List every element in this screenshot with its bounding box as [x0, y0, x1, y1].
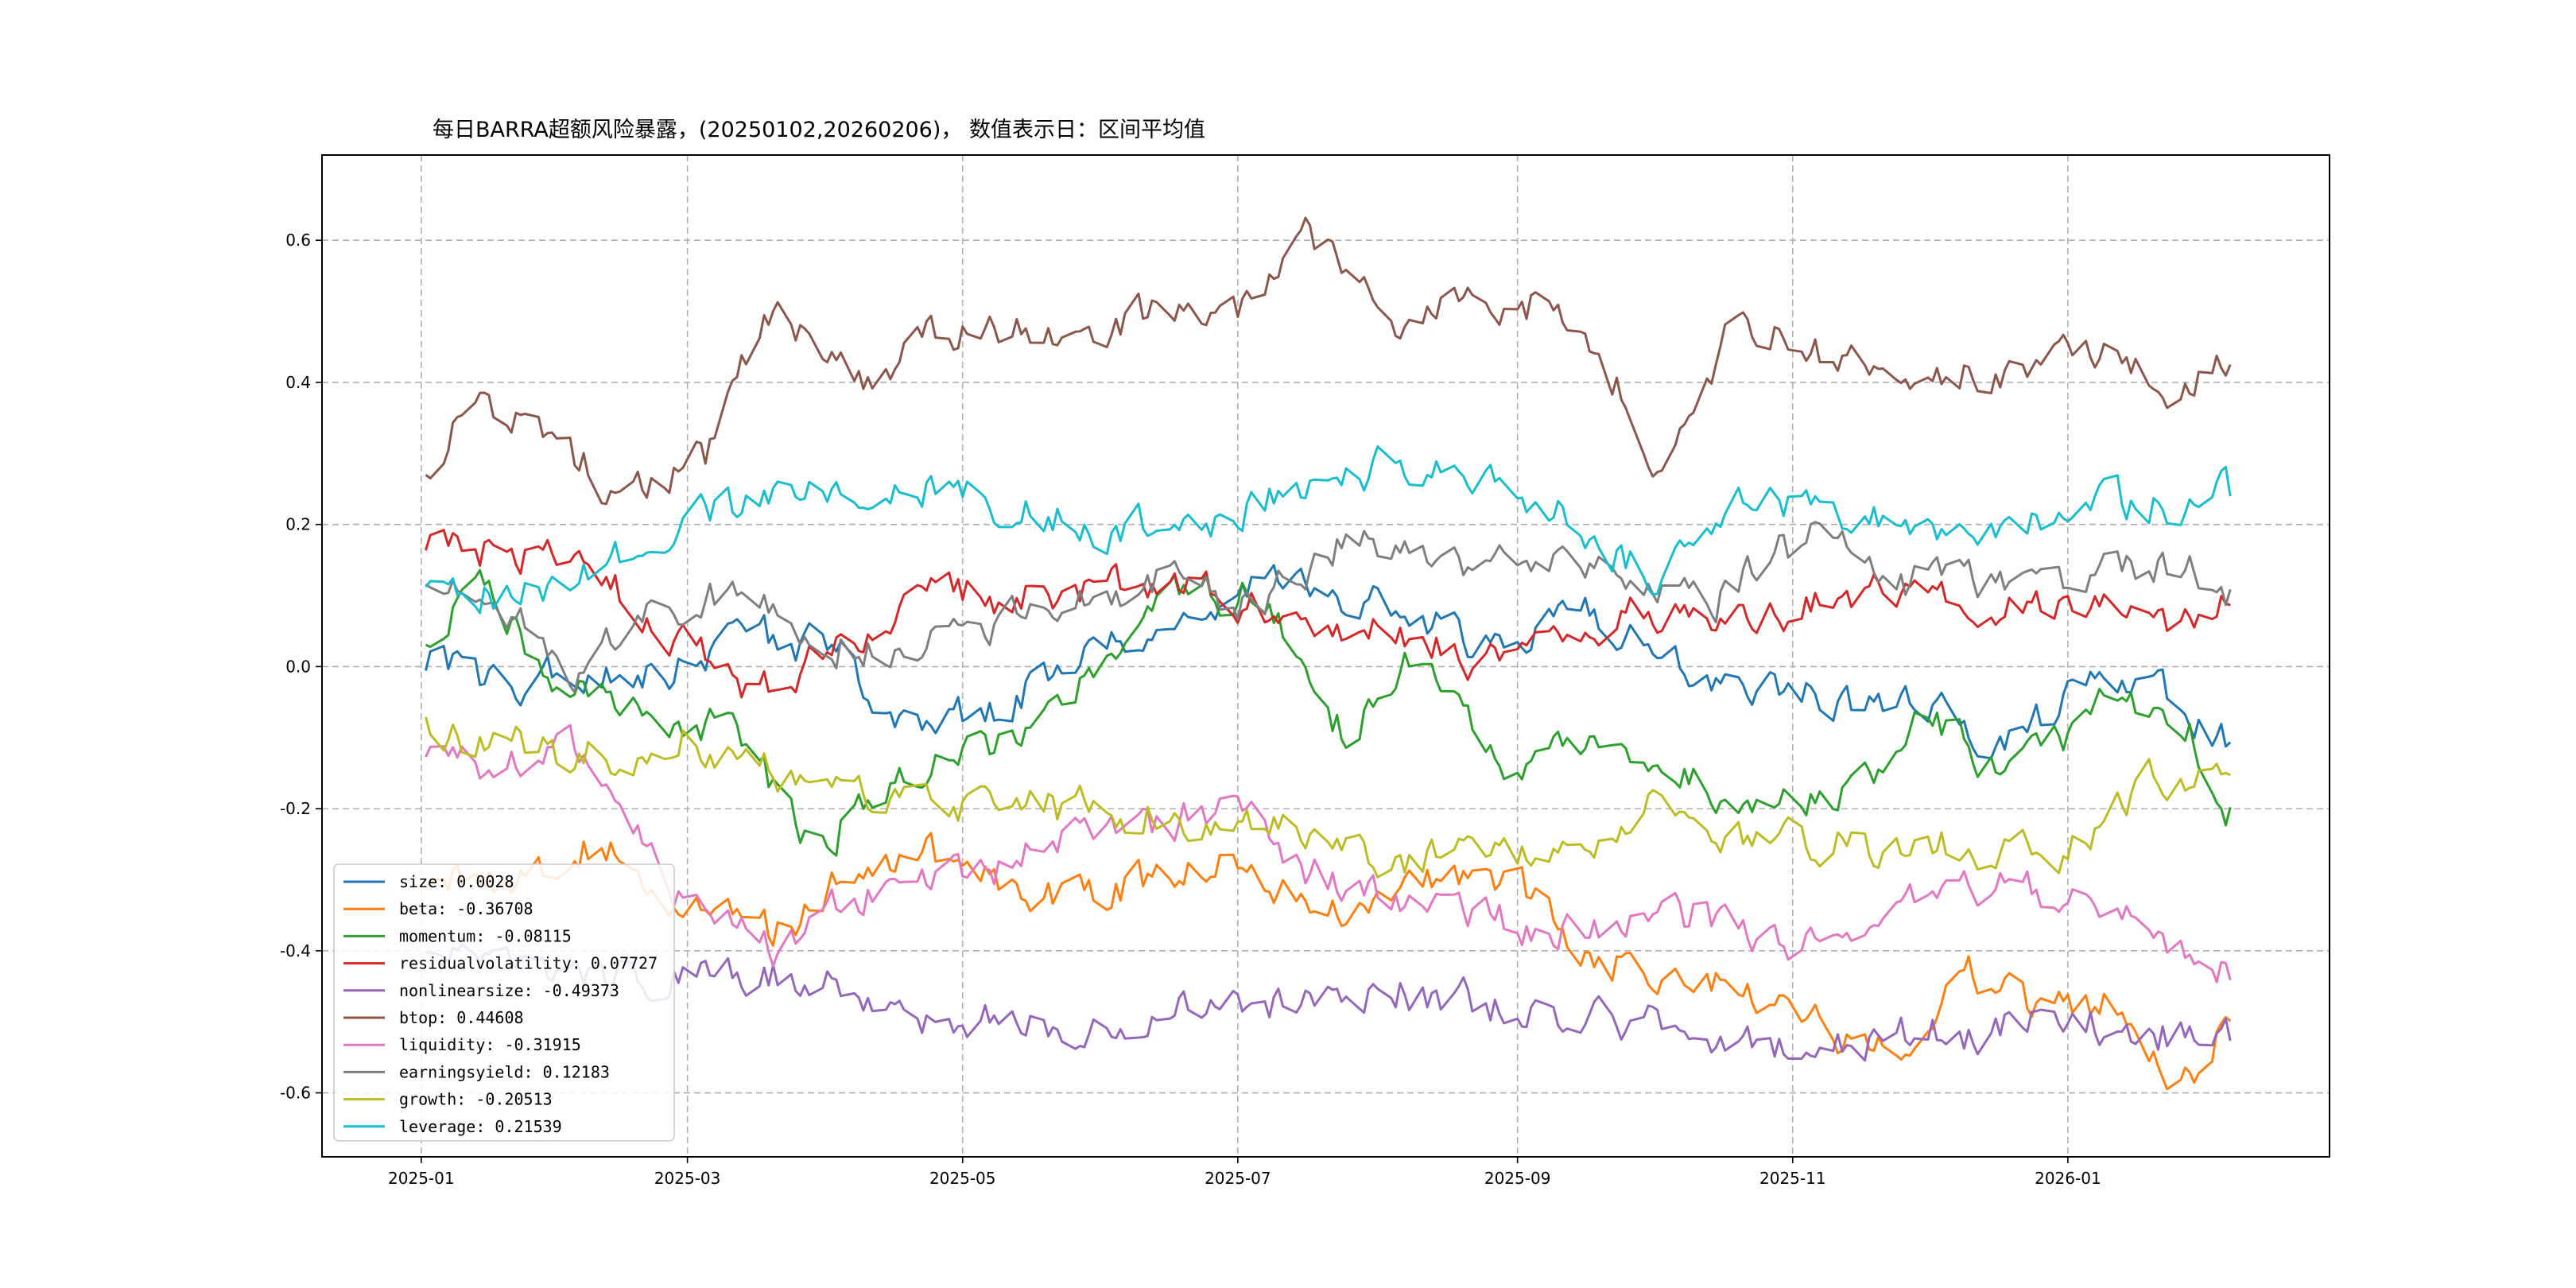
legend-label-leverage: leverage: 0.21539: [399, 1117, 562, 1136]
legend-label-size: size: 0.0028: [399, 872, 514, 891]
series-line-size: [425, 564, 2232, 760]
series-line-btop: [425, 216, 2232, 506]
legend-label-growth: growth: -0.20513: [399, 1090, 553, 1109]
y-tick-label: 0.4: [285, 373, 311, 392]
x-tick-label: 2025-07: [1205, 1169, 1271, 1188]
y-tick-label: -0.2: [280, 799, 311, 818]
plot-area-frame: [321, 154, 2330, 1158]
x-tick-label: 2025-09: [1484, 1169, 1551, 1188]
x-tick-label: 2026-01: [2035, 1169, 2101, 1188]
y-axis: -0.6 -0.4 -0.2 0.0 0.2 0.4 0.6: [280, 231, 322, 1103]
x-tick-label: 2025-03: [654, 1169, 721, 1188]
legend-box: [333, 863, 675, 1142]
x-tick-label: 2025-11: [1759, 1169, 1826, 1188]
series-lines: [425, 216, 2232, 1091]
legend-label-liquidity: liquidity: -0.31915: [399, 1035, 581, 1054]
chart-title: 每日BARRA超额风险暴露，(20250102,20260206)， 数值表示日…: [433, 118, 1205, 142]
x-tick-label: 2025-05: [929, 1169, 996, 1188]
series-line-liquidity: [425, 724, 2232, 983]
series-line-momentum: [425, 568, 2232, 857]
y-tick-label: -0.4: [280, 941, 311, 960]
x-axis: 2025-01 2025-03 2025-05 2025-07 2025-09 2025-…: [388, 1157, 2101, 1188]
x-tick-label: 2025-01: [388, 1169, 455, 1188]
series-line-residualvolatility: [425, 529, 2231, 699]
series-line-leverage: [425, 445, 2232, 615]
series-line-nonlinearsize: [425, 943, 2232, 1062]
y-tick-label: 0.6: [285, 231, 311, 250]
legend-label-residualvolatility: residualvolatility: 0.07727: [399, 954, 658, 973]
y-tick-label: 0.2: [285, 515, 311, 534]
legend-label-momentum: momentum: -0.08115: [399, 926, 572, 945]
legend-label-beta: beta: -0.36708: [399, 899, 533, 918]
series-line-growth: [425, 716, 2231, 879]
y-tick-label: -0.6: [280, 1084, 311, 1103]
legend-label-btop: btop: 0.44608: [399, 1008, 524, 1027]
series-line-earningsyield: [425, 521, 2232, 694]
legend-label-nonlinearsize: nonlinearsize: -0.49373: [399, 981, 619, 1000]
legend: size: 0.0028 beta: -0.36708 momentum: -0.0…: [333, 863, 675, 1142]
y-tick-label: 0.0: [285, 657, 311, 676]
legend-label-earningsyield: earningsyield: 0.12183: [399, 1062, 610, 1081]
